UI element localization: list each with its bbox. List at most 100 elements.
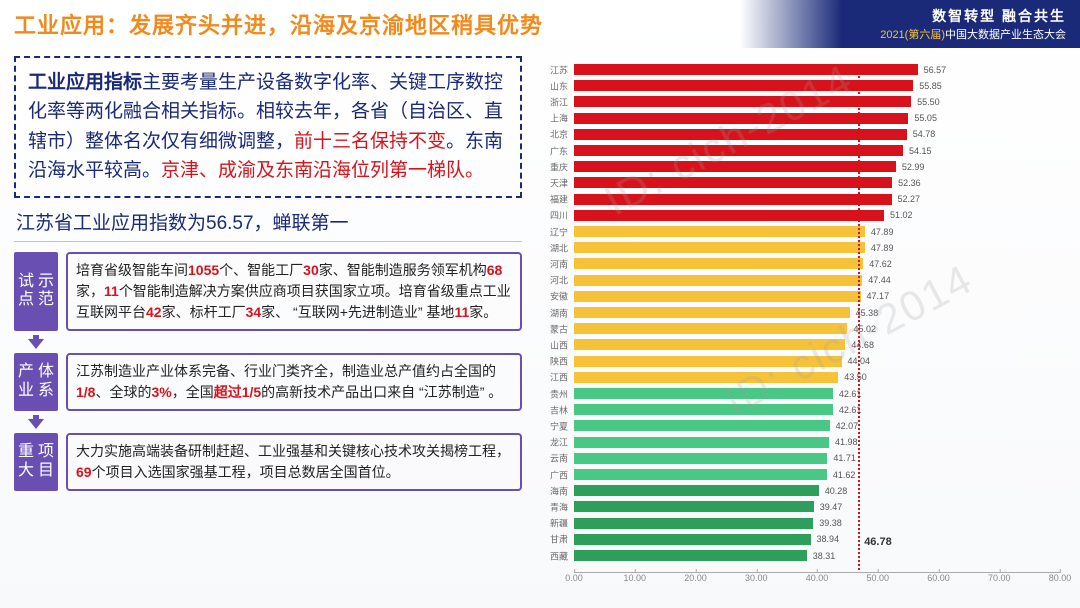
bar-value: 55.50 [917, 97, 940, 107]
card-tag: 产业体系 [14, 353, 58, 411]
y-label: 上海 [532, 112, 572, 125]
y-label: 浙江 [532, 95, 572, 108]
bar-row: 41.62 [574, 469, 1060, 480]
bar [574, 420, 830, 431]
bar [574, 275, 862, 286]
bar [574, 194, 892, 205]
bar [574, 437, 829, 448]
bar [574, 388, 833, 399]
y-label: 陕西 [532, 355, 572, 368]
bar-row: 47.89 [574, 242, 1060, 253]
bar-row: 55.85 [574, 80, 1060, 91]
bar-value: 42.07 [836, 421, 859, 431]
bar [574, 226, 865, 237]
y-label: 安徽 [532, 290, 572, 303]
bar-value: 43.50 [844, 372, 867, 382]
logo: BIG DATA World 中国大数据产业生态大会 [543, 7, 658, 42]
bar-row: 41.71 [574, 453, 1060, 464]
bar-row: 39.47 [574, 501, 1060, 512]
bar [574, 404, 833, 415]
bar-row: 44.04 [574, 356, 1060, 367]
card-tag: 重大项目 [14, 433, 58, 491]
bar-row: 55.05 [574, 113, 1060, 124]
bar-value: 54.78 [913, 129, 936, 139]
bar-value: 47.17 [867, 291, 890, 301]
bar [574, 356, 842, 367]
bar [574, 307, 850, 318]
y-label: 北京 [532, 128, 572, 141]
bar-value: 47.62 [869, 259, 892, 269]
bar-row: 45.02 [574, 323, 1060, 334]
y-label: 天津 [532, 176, 572, 189]
average-label: 46.78 [864, 536, 892, 548]
bar-value: 55.05 [914, 113, 937, 123]
bar [574, 550, 807, 561]
y-label: 宁夏 [532, 419, 572, 432]
bar-row: 52.36 [574, 177, 1060, 188]
bar [574, 145, 903, 156]
body: 工业应用指标主要考量生产设备数字化率、关键工序数控化率等两化融合相关指标。相较去… [0, 48, 1080, 608]
bar-row: 42.61 [574, 388, 1060, 399]
bar-row: 44.68 [574, 339, 1060, 350]
card-row: 产业体系江苏制造业产业体系完备、行业门类齐全，制造业总产值约占全国的1/8、全球… [14, 353, 522, 411]
bar-value: 51.02 [890, 210, 913, 220]
bar-value: 41.98 [835, 437, 858, 447]
card-body: 江苏制造业产业体系完备、行业门类齐全，制造业总产值约占全国的1/8、全球的3%，… [66, 353, 522, 411]
bar [574, 501, 814, 512]
x-tick: 60.00 [927, 573, 950, 583]
bar-row: 47.89 [574, 226, 1060, 237]
bar-value: 47.44 [868, 275, 891, 285]
bar-row: 56.57 [574, 64, 1060, 75]
bar-row: 40.28 [574, 485, 1060, 496]
card-body: 培育省级智能车间1055个、智能工厂30家、智能制造服务领军机构68家，11个智… [66, 252, 522, 331]
bar-row: 52.99 [574, 161, 1060, 172]
bar-value: 45.02 [853, 324, 876, 334]
bar-row: 41.98 [574, 437, 1060, 448]
bar-row: 45.38 [574, 307, 1060, 318]
y-label: 广东 [532, 144, 572, 157]
bar-value: 52.27 [898, 194, 921, 204]
bar-value: 40.28 [825, 486, 848, 496]
chart-panel: 56.5755.8555.5055.0554.7854.1552.9952.36… [532, 56, 1066, 596]
bar [574, 129, 907, 140]
bar [574, 469, 827, 480]
y-label: 云南 [532, 452, 572, 465]
arrow-down-icon [14, 335, 522, 349]
header-right: 数智转型 融合共生 2021(第六届)中国大数据产业生态大会 [880, 6, 1066, 42]
y-label: 湖北 [532, 241, 572, 254]
bar [574, 64, 918, 75]
bar-value: 52.36 [898, 178, 921, 188]
x-tick: 70.00 [988, 573, 1011, 583]
bar [574, 242, 865, 253]
subtitle: 江苏省工业应用指数为56.57，蝉联第一 [14, 198, 522, 242]
bar [574, 323, 847, 334]
bar-value: 47.89 [871, 227, 894, 237]
header: 工业应用：发展齐头并进，沿海及京渝地区稍具优势 BIG DATA World 中… [0, 0, 1080, 48]
y-label: 青海 [532, 500, 572, 513]
bar-value: 56.57 [924, 65, 947, 75]
bar-row: 47.17 [574, 291, 1060, 302]
bar-chart: 56.5755.8555.5055.0554.7854.1552.9952.36… [532, 56, 1066, 596]
x-tick: 30.00 [745, 573, 768, 583]
y-label: 湖南 [532, 306, 572, 319]
y-label: 辽宁 [532, 225, 572, 238]
card-tag: 试点示范 [14, 252, 58, 331]
bar-row: 39.38 [574, 518, 1060, 529]
y-label: 福建 [532, 193, 572, 206]
bar-value: 38.94 [817, 534, 840, 544]
bar-row: 42.61 [574, 404, 1060, 415]
y-label: 江苏 [532, 63, 572, 76]
bar-row: 47.62 [574, 258, 1060, 269]
bar-row: 47.44 [574, 275, 1060, 286]
bar-value: 41.71 [833, 453, 856, 463]
bar [574, 161, 896, 172]
bar-value: 39.38 [819, 518, 842, 528]
x-axis: 0.0010.0020.0030.0040.0050.0060.0070.008… [574, 572, 1060, 588]
dots-icon [543, 7, 577, 41]
intro-box: 工业应用指标主要考量生产设备数字化率、关键工序数控化率等两化融合相关指标。相较去… [14, 56, 522, 198]
bar-value: 47.89 [871, 243, 894, 253]
cards: 试点示范培育省级智能车间1055个、智能工厂30家、智能制造服务领军机构68家，… [14, 252, 522, 491]
bar-value: 38.31 [813, 551, 836, 561]
bar [574, 291, 861, 302]
slide: 工业应用：发展齐头并进，沿海及京渝地区稍具优势 BIG DATA World 中… [0, 0, 1080, 608]
